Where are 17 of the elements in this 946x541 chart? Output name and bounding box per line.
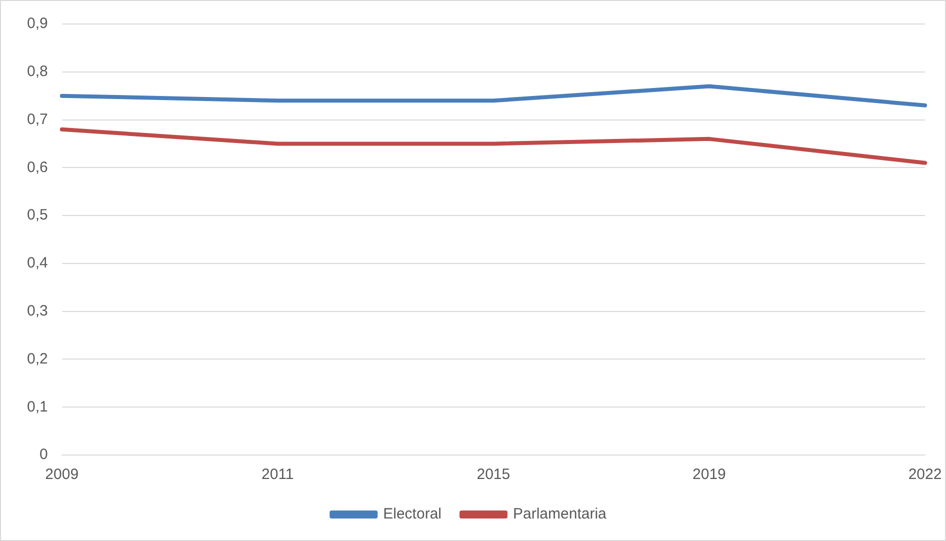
y-tick-label: 0,9: [26, 15, 48, 32]
x-tick-label: 2019: [692, 466, 726, 484]
legend-label: Parlamentaria: [512, 506, 608, 523]
y-tick-label: 0,5: [26, 206, 48, 224]
x-tick-label: 2009: [45, 466, 79, 484]
x-tick-label: 2015: [476, 466, 510, 484]
y-tick-label: 0,8: [26, 63, 48, 80]
y-tick-label: 0,6: [26, 158, 48, 176]
x-tick-label: 2011: [262, 466, 294, 484]
y-tick-label: 0,2: [26, 350, 48, 368]
y-tick-label: 0,7: [26, 110, 48, 128]
legend-label: Electoral: [383, 506, 442, 523]
y-tick-label: 0,1: [26, 398, 48, 416]
y-tick-label: 0,3: [26, 302, 48, 320]
x-tick-label: 2022: [908, 466, 942, 484]
y-tick-label: 0,4: [26, 254, 48, 272]
y-tick-label: 0: [40, 446, 48, 464]
